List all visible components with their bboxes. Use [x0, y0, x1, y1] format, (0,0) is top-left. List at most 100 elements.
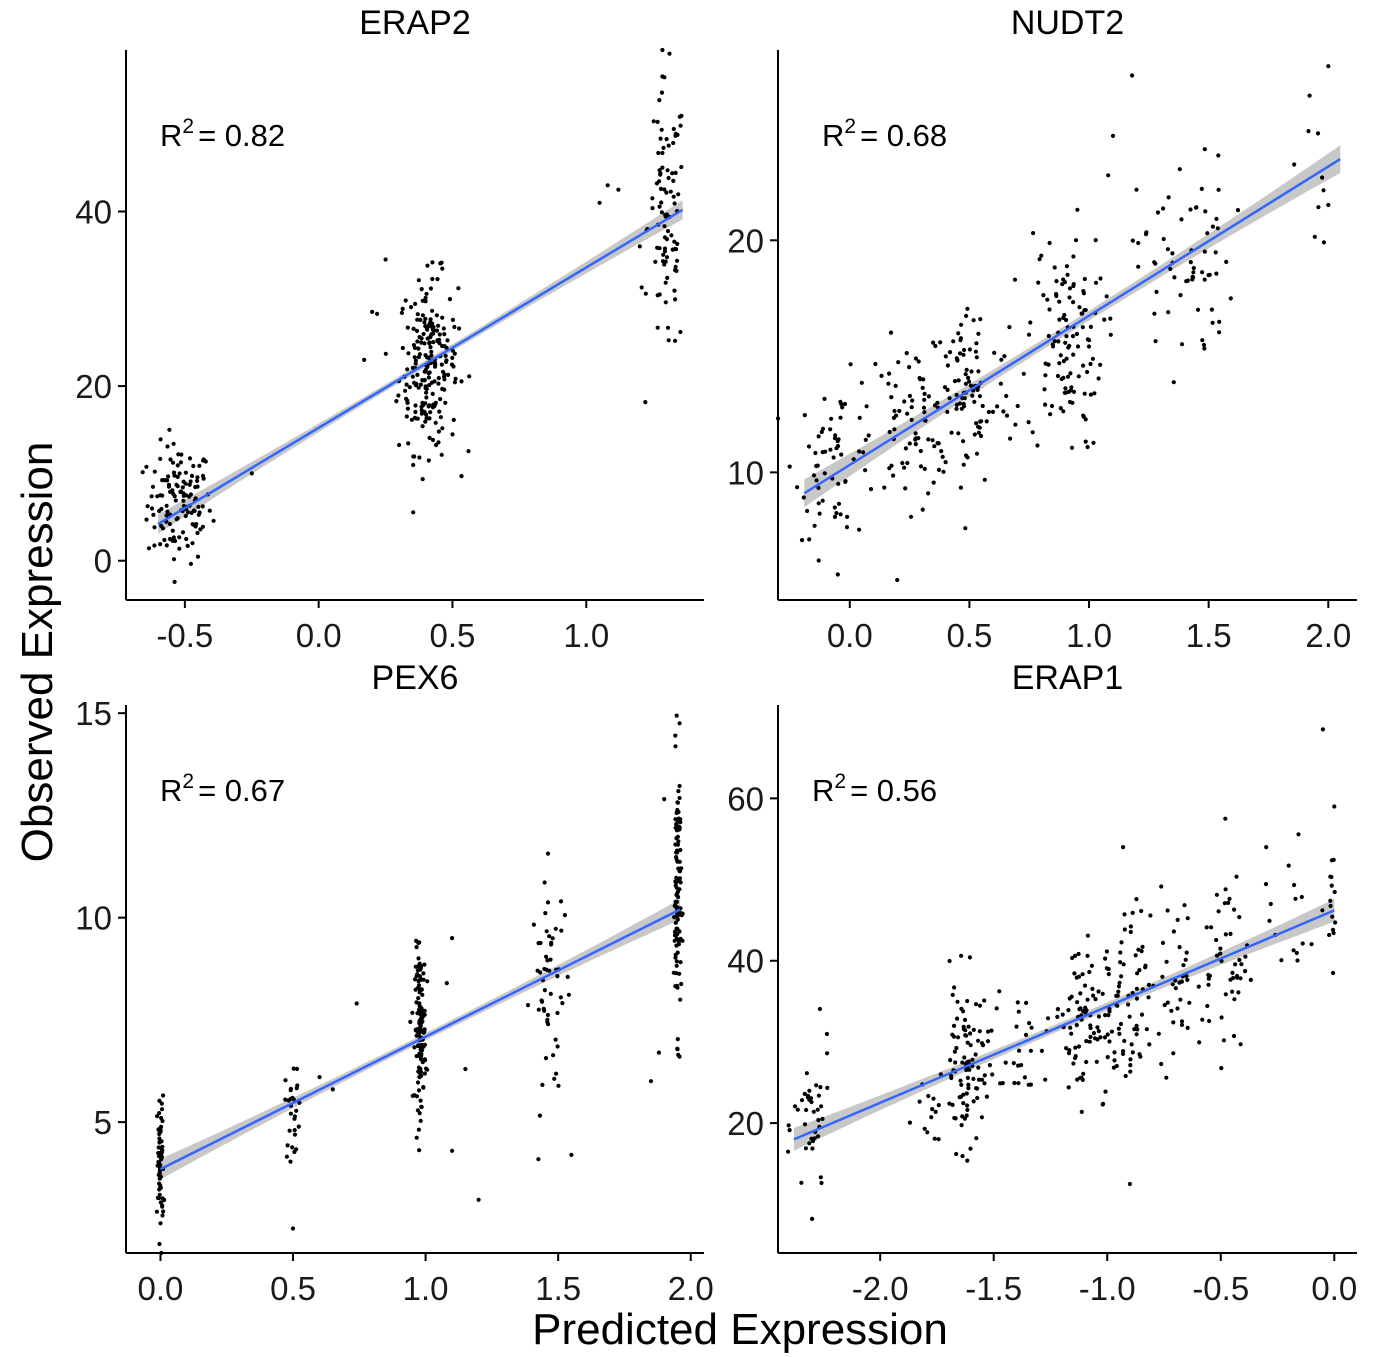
data-point: [399, 310, 404, 315]
data-point: [426, 375, 431, 380]
data-point: [181, 498, 186, 503]
data-point: [447, 297, 452, 302]
data-point: [677, 971, 682, 976]
data-point: [439, 452, 444, 457]
regression-line: [793, 909, 1335, 1141]
data-point: [1085, 444, 1090, 450]
data-point: [414, 945, 419, 950]
data-point: [1045, 1016, 1051, 1021]
data-point: [964, 1091, 969, 1096]
data-point: [961, 1101, 966, 1106]
data-point: [1108, 316, 1113, 321]
data-point: [974, 421, 979, 426]
data-point: [450, 317, 455, 322]
data-point: [1166, 310, 1171, 315]
data-point: [986, 1029, 991, 1034]
data-point: [965, 1103, 970, 1108]
data-point: [964, 1113, 969, 1118]
data-point: [453, 376, 458, 381]
data-point: [962, 347, 967, 353]
data-point: [965, 1040, 970, 1045]
data-point: [1286, 863, 1291, 868]
data-point: [418, 1118, 423, 1123]
data-point: [1071, 1061, 1076, 1066]
data-point: [436, 323, 441, 328]
data-point: [1116, 984, 1121, 989]
data-point: [211, 518, 216, 523]
data-point: [907, 393, 913, 398]
data-point: [397, 442, 402, 448]
data-point: [1205, 231, 1210, 236]
data-point: [677, 783, 682, 789]
panel-erap1: ERAP1 -2.0 -1.5 -1.0 -0.5 0.0 20 40 60 R2 = 0.56: [727, 659, 1357, 1307]
data-point: [1295, 958, 1300, 963]
data-point: [412, 454, 417, 459]
data-point: [175, 463, 180, 468]
data-point: [672, 933, 678, 938]
data-point: [452, 380, 457, 385]
data-point: [866, 433, 871, 438]
data-point: [1188, 207, 1193, 212]
data-point: [1007, 325, 1012, 330]
data-point: [1073, 238, 1079, 243]
data-point: [1206, 976, 1211, 981]
data-point: [158, 542, 163, 547]
data-point: [889, 395, 894, 400]
data-point: [962, 1055, 967, 1060]
data-point: [655, 245, 660, 250]
data-point: [1118, 950, 1123, 955]
data-point: [422, 1008, 427, 1013]
data-point: [1200, 1017, 1205, 1022]
data-point: [154, 1209, 159, 1214]
data-point: [1054, 292, 1059, 297]
data-point: [443, 353, 448, 358]
data-point: [396, 393, 401, 398]
data-point: [822, 396, 827, 401]
data-point: [1071, 282, 1076, 287]
data-point: [676, 192, 681, 197]
data-point: [1237, 957, 1242, 963]
data-point: [801, 495, 806, 500]
data-point: [157, 1181, 162, 1186]
data-point: [678, 123, 683, 128]
data-point: [1088, 324, 1093, 329]
data-point: [962, 1017, 968, 1023]
data-point: [1123, 1073, 1128, 1079]
data-point: [955, 1016, 960, 1021]
data-point: [170, 460, 176, 465]
data-point: [294, 1066, 300, 1071]
data-point: [437, 337, 442, 342]
data-point: [951, 339, 956, 344]
data-point: [1144, 1027, 1149, 1032]
data-point: [422, 377, 427, 383]
data-point: [158, 1185, 163, 1190]
data-point: [443, 400, 448, 405]
data-point: [200, 473, 206, 478]
data-point: [444, 345, 449, 350]
data-point: [1171, 1020, 1176, 1025]
data-point: [960, 1114, 965, 1119]
data-point: [891, 415, 897, 420]
data-point: [673, 170, 678, 175]
data-point: [1096, 1014, 1101, 1019]
data-point: [977, 425, 982, 430]
data-point: [430, 260, 435, 265]
data-point: [1291, 948, 1296, 953]
data-point: [662, 262, 667, 267]
data-point: [1089, 963, 1094, 968]
data-point: [659, 210, 665, 215]
data-point: [787, 1128, 792, 1133]
data-point: [936, 1103, 941, 1108]
data-point: [362, 357, 367, 362]
data-point: [1140, 944, 1145, 950]
data-point: [171, 535, 176, 540]
data-point: [802, 413, 807, 418]
data-point: [1092, 391, 1097, 396]
data-point: [1012, 1080, 1017, 1086]
data-point: [1227, 896, 1232, 902]
r-squared-exponent: 2: [834, 770, 846, 793]
data-point: [411, 343, 417, 348]
data-point: [1081, 414, 1086, 419]
data-point: [542, 880, 547, 885]
data-point: [834, 510, 839, 516]
